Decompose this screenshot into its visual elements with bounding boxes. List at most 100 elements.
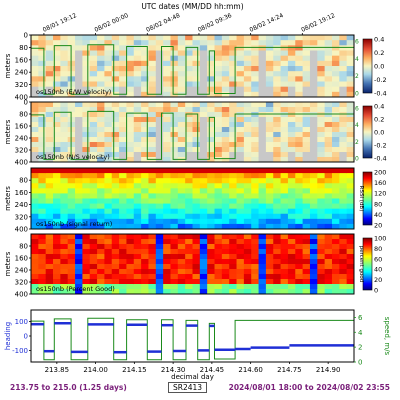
heatmap-cell	[89, 117, 98, 123]
heatmap-cell	[236, 188, 245, 194]
heatmap-cell	[155, 55, 164, 62]
heatmap-cell	[185, 244, 193, 250]
heatmap-cell	[324, 132, 333, 138]
heatmap-cell	[119, 259, 127, 265]
heatmap-cell	[38, 244, 47, 250]
heatmap-cell	[331, 137, 340, 143]
heatmap-cell	[53, 147, 61, 153]
heatmap-cell	[170, 122, 179, 128]
heatmap-cell	[45, 60, 54, 67]
heatmap-cell	[141, 55, 149, 62]
heatmap-cell	[221, 112, 230, 118]
heatmap-cell	[67, 249, 76, 255]
heatmap-cell	[192, 55, 201, 62]
heatmap-cell	[258, 60, 267, 67]
heatmap-cell	[53, 50, 61, 57]
heatmap-cell	[295, 152, 304, 158]
heatmap-cell	[309, 198, 318, 204]
heatmap-cell	[155, 147, 164, 153]
heatmap-cell	[45, 223, 54, 230]
heatmap-cell	[97, 254, 105, 260]
heatmap-cell	[265, 249, 274, 255]
heatmap-cell	[192, 132, 201, 138]
heatmap-cell	[280, 81, 289, 88]
heatmap-cell	[280, 244, 289, 250]
heatmap-cell	[287, 178, 296, 184]
heatmap-cell	[243, 86, 252, 93]
heatmap-cell	[295, 157, 304, 163]
heatmap-cell	[60, 223, 69, 230]
heatmap-cell	[60, 142, 69, 148]
heatmap-cell	[265, 60, 274, 67]
heatmap-cell	[229, 127, 237, 133]
heatmap-cell	[331, 198, 340, 204]
heatmap-cell	[324, 188, 333, 194]
heatmap-cell	[119, 218, 127, 225]
heatmap-cell	[148, 55, 157, 62]
heatmap-cell	[111, 264, 120, 270]
heatmap-cell	[119, 112, 127, 118]
heatmap-cell	[346, 239, 355, 245]
heatmap-cell	[214, 178, 223, 184]
heatmap-cell	[104, 50, 113, 57]
heatmap-cell	[177, 198, 186, 204]
heatmap-cell	[111, 127, 120, 133]
heatmap-cell	[97, 45, 105, 51]
heatmap-cell	[192, 45, 201, 51]
heatmap-cell	[273, 152, 281, 158]
heatmap-cell	[295, 244, 304, 250]
heatmap-cell	[229, 137, 237, 143]
heatmap-cell	[317, 122, 326, 128]
heatmap-cell	[89, 152, 98, 158]
heatmap-cell	[221, 178, 230, 184]
heatmap-cell	[346, 289, 355, 295]
heatmap-cell	[104, 137, 113, 143]
heatmap-cell	[251, 208, 259, 215]
heatmap-cell	[258, 117, 267, 123]
heatmap-3-cells	[31, 168, 355, 230]
heatmap-cell	[170, 81, 179, 88]
heatmap-cell	[302, 132, 311, 138]
heatmap-cell	[89, 244, 98, 250]
heatmap-cell	[82, 147, 91, 153]
heatmap-cell	[339, 147, 348, 153]
heatmap-cell	[331, 264, 340, 270]
heatmap-cell	[273, 223, 281, 230]
heatmap-cell	[295, 132, 304, 138]
heatmap-cell	[38, 188, 47, 194]
heatmap-cell	[229, 239, 237, 245]
heatmap-cell	[75, 137, 83, 143]
heatmap-cell	[185, 137, 193, 143]
heatmap-cell	[53, 249, 61, 255]
heatmap-cell	[295, 86, 304, 93]
bottom-axis-tick-label: 214.45	[200, 366, 225, 374]
heatmap-cell	[177, 269, 186, 275]
y-axis-label: meters	[4, 251, 12, 276]
heatmap-cell	[97, 269, 105, 275]
y-tick-label: 320	[15, 279, 28, 287]
heatmap-cell	[207, 218, 215, 225]
panel-label: os150nb (E/W velocity)	[36, 88, 111, 96]
colorbar-tick-label: 0	[374, 287, 378, 295]
heatmap-cell	[163, 193, 171, 199]
heatmap-cell	[97, 147, 105, 153]
heatmap-cell	[214, 269, 223, 275]
heatmap-cell	[309, 208, 318, 215]
heatmap-cell	[251, 76, 259, 82]
heatmap-cell	[97, 289, 105, 295]
heatmap-cell	[111, 66, 120, 72]
heatmap-cell	[148, 81, 157, 88]
heatmap-cell	[53, 284, 61, 290]
heatmap-cell	[207, 122, 215, 128]
heatmap-cell	[82, 132, 91, 138]
heatmap-cell	[177, 183, 186, 189]
heatmap-cell	[104, 132, 113, 138]
heatmap-cell	[119, 71, 127, 77]
heatmap-cell	[104, 152, 113, 158]
heatmap-cell	[339, 45, 348, 51]
heatmap-cell	[38, 183, 47, 189]
heatmap-cell	[229, 50, 237, 57]
heatmap-cell	[185, 66, 193, 72]
y-tick-label: 240	[15, 267, 28, 275]
heatmap-cell	[221, 203, 230, 210]
